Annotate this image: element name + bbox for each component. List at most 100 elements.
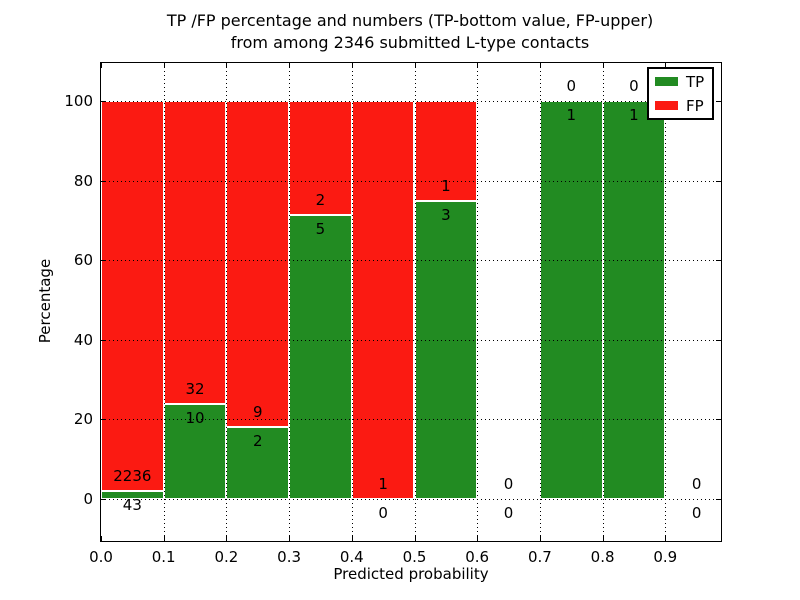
x-axis-tick xyxy=(101,536,102,541)
x-axis-title: Predicted probability xyxy=(333,565,489,583)
fp-count-label: 0 xyxy=(566,77,576,95)
grid-line-v xyxy=(289,63,291,541)
legend-item-fp: FP xyxy=(655,96,712,116)
chart-title-line2: from among 2346 submitted L-type contact… xyxy=(230,33,590,52)
tp-count-label: 2 xyxy=(252,431,263,450)
fp-count-label: 0 xyxy=(629,77,639,95)
grid-line-v xyxy=(477,63,479,541)
tp-bar-segment xyxy=(414,200,478,499)
x-axis-tick-top xyxy=(414,63,416,68)
legend-item-tp: TP xyxy=(655,72,712,92)
legend-swatch-fp-icon xyxy=(655,101,678,110)
tp-count-label: 1 xyxy=(629,106,639,124)
chart-title-line1: TP /FP percentage and numbers (TP-bottom… xyxy=(166,11,654,30)
tp-count-label: 43 xyxy=(122,496,142,515)
tp-bar-segment xyxy=(101,491,164,499)
y-tick-label: 60 xyxy=(73,251,93,270)
fp-count-label: 2236 xyxy=(113,467,152,486)
y-axis-tick-right xyxy=(716,339,721,341)
fp-count-label: 2 xyxy=(315,190,326,209)
y-tick-label: 100 xyxy=(64,92,93,110)
x-axis-tick-top xyxy=(477,63,479,68)
grid-line-v xyxy=(163,63,165,541)
x-tick-label: 0.1 xyxy=(151,548,176,566)
x-tick-label: 0.6 xyxy=(465,548,490,566)
fp-bar-segment xyxy=(351,101,415,499)
x-axis-tick-top xyxy=(351,63,353,68)
x-tick-label: 0.0 xyxy=(89,548,113,566)
tp-count-label: 10 xyxy=(185,409,205,428)
y-axis-tick xyxy=(101,260,106,262)
y-axis-tick xyxy=(101,339,106,341)
x-axis-tick xyxy=(351,536,353,541)
y-axis-tick-right xyxy=(716,101,721,102)
x-tick-label: 0.3 xyxy=(277,548,302,566)
y-tick-label: 20 xyxy=(73,410,93,429)
legend: TP FP xyxy=(647,67,714,120)
legend-label-tp: TP xyxy=(686,72,705,91)
y-axis-tick-right xyxy=(716,499,721,500)
x-axis-tick-top xyxy=(539,63,541,68)
x-axis-tick xyxy=(539,536,541,541)
x-axis-tick-top xyxy=(101,63,102,68)
x-axis-tick xyxy=(414,536,416,541)
grid-line-h xyxy=(101,260,721,262)
fp-count-label: 0 xyxy=(503,475,514,493)
y-axis-tick-right xyxy=(716,260,721,262)
fp-bar-segment xyxy=(101,101,164,492)
y-axis-tick xyxy=(101,180,106,182)
x-axis-tick xyxy=(477,536,479,541)
tp-count-label: 0 xyxy=(378,504,388,522)
grid-line-h xyxy=(101,101,721,102)
y-axis-tick xyxy=(101,101,106,102)
x-axis-tick xyxy=(665,536,667,541)
tp-count-label: 1 xyxy=(566,106,576,124)
y-axis-tick xyxy=(101,419,106,421)
grid-line-h xyxy=(101,180,721,182)
x-tick-label: 0.2 xyxy=(214,548,239,566)
x-axis-tick xyxy=(163,536,165,541)
tp-count-label: 0 xyxy=(691,504,702,522)
tp-count-label: 5 xyxy=(315,219,326,238)
tp-bar-segment xyxy=(289,214,352,499)
grid-line-h xyxy=(101,419,721,421)
x-axis-tick-top xyxy=(665,63,667,68)
legend-label-fp: FP xyxy=(686,96,704,115)
tp-bar-segment xyxy=(539,101,603,499)
y-axis-tick xyxy=(101,499,106,500)
grid-line-v xyxy=(602,63,604,541)
grid-line-h xyxy=(101,499,721,500)
fp-bar-segment xyxy=(163,101,227,405)
plot-area: Predicted probability TP FP 2236 43 32 10 9 2… xyxy=(64,62,722,583)
x-axis-tick xyxy=(602,536,604,541)
x-tick-label: 0.9 xyxy=(653,548,678,566)
x-tick-label: 0.8 xyxy=(590,548,615,566)
y-axis-title: Percentage xyxy=(36,258,54,344)
grid-line-v xyxy=(226,63,228,541)
y-tick-label: 80 xyxy=(73,171,93,190)
y-tick-label: 40 xyxy=(73,330,93,349)
fp-count-label: 9 xyxy=(252,402,263,421)
y-axis-tick-right xyxy=(716,180,721,182)
x-axis-tick-top xyxy=(163,63,165,68)
x-tick-label: 0.7 xyxy=(527,548,552,566)
fp-bar-segment xyxy=(226,101,290,427)
x-axis-tick xyxy=(289,536,291,541)
tp-count-label: 0 xyxy=(503,504,514,522)
grid-line-v xyxy=(539,63,541,541)
grid-line-v xyxy=(414,63,416,541)
grid-line-v xyxy=(351,63,353,541)
fp-count-label: 1 xyxy=(441,176,451,195)
tp-bar-segment xyxy=(602,101,666,499)
fp-bar-segment xyxy=(414,101,478,201)
fp-count-label: 0 xyxy=(691,475,702,493)
x-tick-label: 0.5 xyxy=(402,548,427,566)
grid-line-v xyxy=(665,63,667,541)
y-tick-label: 0 xyxy=(83,490,93,508)
legend-swatch-tp-icon xyxy=(655,77,678,86)
y-axis-tick-right xyxy=(716,419,721,421)
fp-count-label: 32 xyxy=(185,380,205,399)
chart-title: TP /FP percentage and numbers (TP-bottom… xyxy=(100,10,720,54)
x-axis-tick xyxy=(226,536,228,541)
x-axis-tick-top xyxy=(602,63,604,68)
